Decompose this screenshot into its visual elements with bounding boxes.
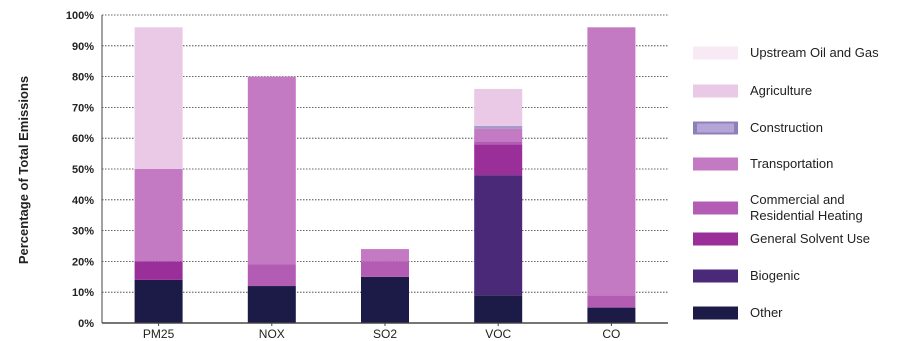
bar-segment (474, 125, 523, 129)
bar-segment (247, 286, 296, 323)
legend-swatch (693, 201, 738, 215)
legend-label: Biogenic (750, 268, 800, 283)
legend-swatch (693, 232, 738, 246)
bar-segment (474, 88, 523, 126)
y-tick-label: 30% (72, 226, 94, 238)
y-tick-label: 50% (72, 164, 94, 176)
legend-label: Agriculture (750, 83, 812, 98)
bar-segment (587, 307, 636, 323)
y-tick-label: 70% (72, 102, 94, 114)
x-tick-label: SO2 (373, 327, 397, 341)
x-tick-label: CO (602, 327, 620, 341)
legend-swatch (693, 306, 738, 320)
bars (134, 27, 636, 323)
bar-segment (474, 295, 523, 323)
x-tick-label: PM25 (143, 327, 175, 341)
y-tick-label: 100% (66, 10, 94, 22)
legend-label: General Solvent Use (750, 231, 870, 246)
legend-label: Other (750, 305, 783, 320)
x-axis: PM25 NOX SO2 VOC CO (102, 322, 668, 341)
legend-label: Construction (750, 120, 823, 135)
bar-segment (134, 27, 183, 169)
legend-swatch (693, 269, 738, 283)
bar-segment (361, 276, 409, 323)
bar-segment (361, 261, 409, 277)
y-tick-label: 40% (72, 195, 94, 207)
bar-segment (474, 128, 523, 142)
y-tick-label: 10% (72, 287, 94, 299)
y-tick-label: 0% (78, 318, 94, 330)
y-axis-label: Percentage of Total Emissions (16, 76, 31, 264)
bar-segment (474, 141, 523, 145)
bar-segment (361, 249, 409, 262)
legend-swatch (693, 157, 738, 171)
gridlines (102, 14, 668, 324)
y-tick-label: 20% (72, 256, 94, 268)
bar-segment (474, 175, 523, 296)
bar-segment (247, 264, 296, 287)
legend-label: Commercial and Residential Heating (750, 192, 863, 223)
legend-swatch (693, 46, 738, 60)
y-tick-label: 90% (72, 41, 94, 53)
y-tick-label: 80% (72, 72, 94, 84)
legend-label: Upstream Oil and Gas (750, 45, 879, 60)
x-tick-label: NOX (259, 327, 285, 341)
bar-segment (587, 295, 636, 308)
bar-segment (134, 261, 183, 280)
bar-segment (587, 27, 636, 296)
bar-segment (247, 76, 296, 265)
x-tick-label: VOC (485, 327, 511, 341)
bar-segment (474, 144, 523, 176)
legend-swatch (693, 84, 738, 98)
y-axis: 0% 10% 20% 30% 40% 50% 60% 70% 80% 90% 100% (66, 10, 103, 330)
legend: Upstream Oil and Gas Agriculture Construct… (693, 45, 879, 320)
y-tick-label: 60% (72, 133, 94, 145)
bar-segment (134, 279, 183, 323)
bar-segment (134, 169, 183, 262)
legend-label: Transportation (750, 156, 833, 171)
legend-swatch-texture (697, 123, 734, 133)
